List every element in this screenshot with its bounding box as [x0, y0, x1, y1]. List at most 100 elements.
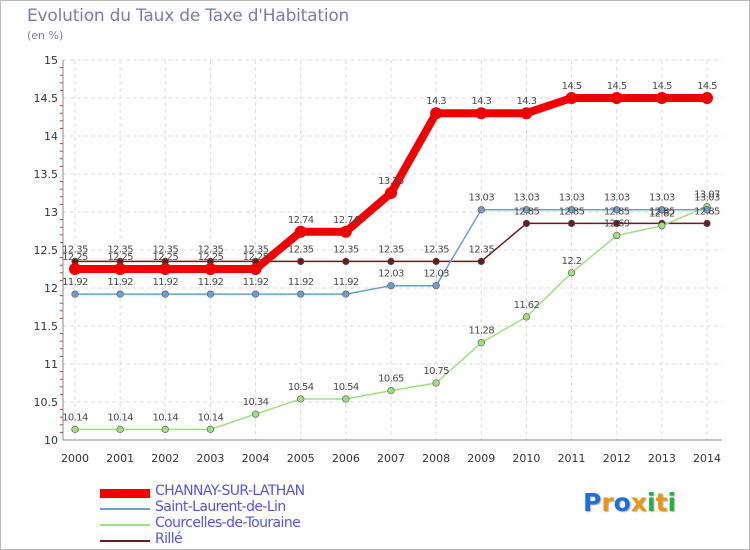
data-point: [432, 379, 440, 387]
data-point: [69, 263, 81, 275]
x-tick-label: 2005: [287, 452, 315, 465]
x-tick-label: 2004: [242, 452, 270, 465]
data-point: [342, 395, 350, 403]
data-point: [522, 313, 531, 321]
data-point: [520, 107, 533, 120]
data-point: [297, 257, 305, 266]
data-point: [161, 290, 169, 298]
data-label: 10.54: [333, 382, 359, 393]
data-label: 12.35: [423, 244, 449, 255]
data-label: 13.25: [378, 176, 404, 187]
data-point: [475, 107, 488, 120]
chart-unit-label: (en %): [27, 29, 64, 42]
data-label: 12.85: [604, 206, 630, 217]
data-label: 10.54: [288, 382, 314, 393]
data-point: [116, 425, 124, 433]
data-point: [342, 257, 350, 266]
data-label: 11.92: [288, 277, 314, 288]
data-label: 12.35: [333, 244, 359, 255]
data-label: 12.03: [378, 269, 404, 280]
data-label: 12.74: [288, 215, 314, 226]
data-point: [567, 219, 576, 227]
data-point: [161, 425, 169, 433]
data-label: 11.92: [152, 277, 178, 288]
data-point: [116, 290, 124, 298]
data-label: 12.35: [107, 244, 133, 255]
data-label: 14.5: [607, 81, 627, 92]
data-point: [114, 263, 127, 275]
data-point: [249, 263, 262, 275]
x-tick-label: 2012: [603, 452, 631, 465]
data-label: 11.28: [468, 326, 494, 337]
data-point: [610, 92, 623, 104]
data-label: 11.62: [514, 300, 540, 311]
x-tick-label: 2010: [512, 452, 540, 465]
y-tick-label: 11.5: [34, 320, 59, 333]
data-point: [565, 92, 578, 104]
data-label: 14.3: [471, 96, 491, 107]
x-tick-label: 2003: [196, 452, 224, 465]
data-point: [294, 225, 307, 238]
data-label: 10.75: [423, 366, 449, 377]
data-point: [522, 219, 531, 227]
data-label: 11.92: [107, 277, 133, 288]
data-point: [477, 257, 485, 266]
data-point: [387, 387, 395, 395]
data-label: 12.03: [423, 269, 449, 280]
y-tick-label: 15: [44, 54, 58, 67]
data-point: [206, 290, 215, 298]
data-label: 12.85: [514, 206, 540, 217]
y-tick-label: 13: [44, 206, 58, 219]
legend-swatch: [100, 508, 150, 510]
data-point: [430, 107, 443, 120]
line-chart: 10 10.5 11 11.5 12 12.5 13 13.5 14 14.5 15 2000 2001…: [34, 54, 722, 465]
legend-swatch: [100, 489, 150, 498]
data-label: 12.25: [243, 252, 269, 263]
data-point: [387, 257, 395, 266]
data-point: [71, 425, 79, 433]
data-label: 14.5: [697, 81, 717, 92]
data-point: [297, 290, 305, 298]
legend-swatch: [100, 524, 150, 526]
proxiti-logo: Proxiti: [583, 488, 677, 517]
data-label: 12.25: [152, 252, 178, 263]
data-label: 12.25: [62, 252, 88, 263]
legend-label: Courcelles-de-Touraine: [155, 515, 301, 531]
data-label: 12.2: [562, 256, 582, 267]
data-point: [342, 290, 350, 298]
data-point: [385, 187, 397, 199]
data-point: [658, 222, 666, 230]
data-label: 10.14: [107, 412, 133, 423]
data-label: 13.07: [694, 190, 720, 201]
data-label: 12.25: [107, 252, 133, 263]
data-label: 12.25: [198, 252, 224, 263]
x-tick-label: 2007: [377, 452, 405, 465]
data-label: 12.85: [559, 206, 585, 217]
data-point: [655, 92, 668, 104]
data-label: 13.03: [468, 193, 494, 204]
data-label: 13.03: [604, 193, 630, 204]
data-point: [477, 339, 485, 347]
legend-label: CHANNAY-SUR-LATHAN: [155, 483, 305, 499]
data-label: 13.03: [649, 193, 675, 204]
data-point: [159, 263, 172, 275]
data-point: [387, 282, 395, 290]
data-point: [204, 263, 217, 275]
data-point: [522, 206, 531, 214]
data-point: [613, 219, 621, 227]
data-label: 12.35: [198, 244, 224, 255]
data-point: [251, 410, 260, 418]
legend-swatch: [100, 540, 150, 542]
data-point: [701, 92, 713, 104]
y-tick-label: 10: [44, 434, 58, 447]
x-tick-label: 2002: [151, 452, 179, 465]
x-tick-label: 2008: [422, 452, 450, 465]
data-label: 12.35: [288, 244, 314, 255]
y-tick-label: 11: [44, 358, 58, 371]
x-tick-label: 2013: [648, 452, 676, 465]
data-label: 10.14: [62, 412, 88, 423]
data-label: 12.35: [243, 244, 269, 255]
data-label: 13.03: [559, 193, 585, 204]
data-point: [432, 257, 440, 266]
data-label: 12.82: [649, 209, 675, 220]
